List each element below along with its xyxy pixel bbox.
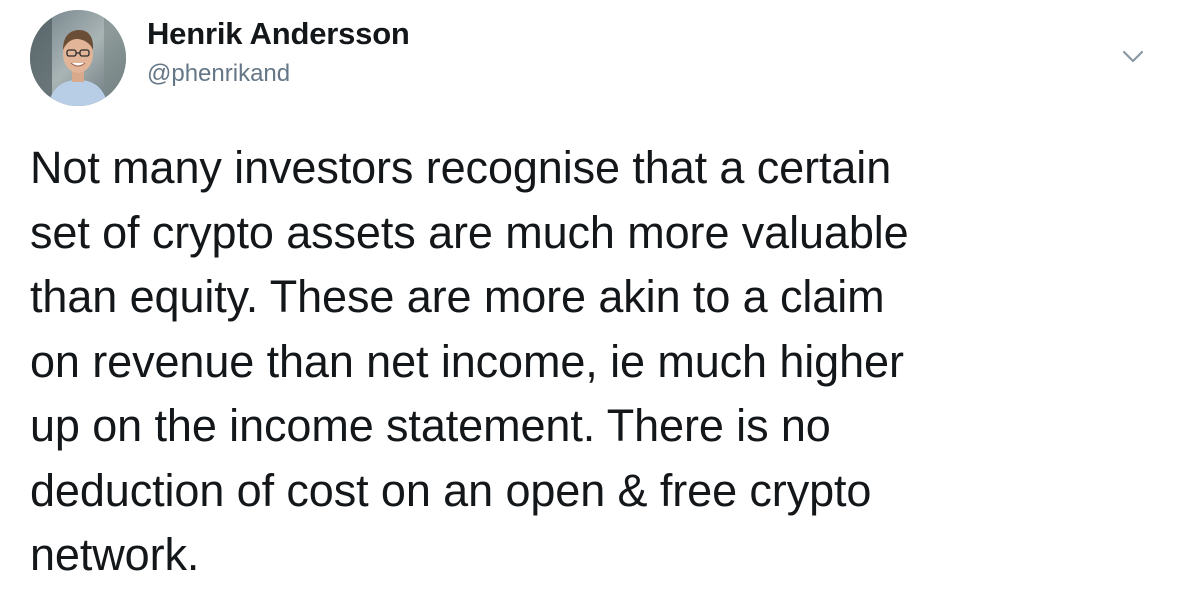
tweet-menu-button[interactable] [1120,48,1146,66]
tweet-text: Not many investors recognise that a cert… [30,136,1150,588]
author-handle[interactable]: @phenrikand [147,60,291,87]
tweet-text-line: than equity. These are more akin to a cl… [30,271,885,322]
tweet-text-line: deduction of cost on an open & free cryp… [30,464,872,516]
tweet-text-line: Not many investors recognise that a cert… [30,142,892,193]
tweet-text-line: on revenue than net income, ie much high… [30,335,904,387]
author-avatar[interactable] [30,10,126,106]
tweet-text-line: up on the income statement. There is no [30,400,831,451]
tweet-text-line: network. [30,529,200,580]
tweet-text-line: set of crypto assets are much more valua… [30,206,909,258]
chevron-down-icon [1122,50,1144,63]
avatar-photo-icon [30,10,126,106]
author-name[interactable]: Henrik Andersson [147,16,410,51]
